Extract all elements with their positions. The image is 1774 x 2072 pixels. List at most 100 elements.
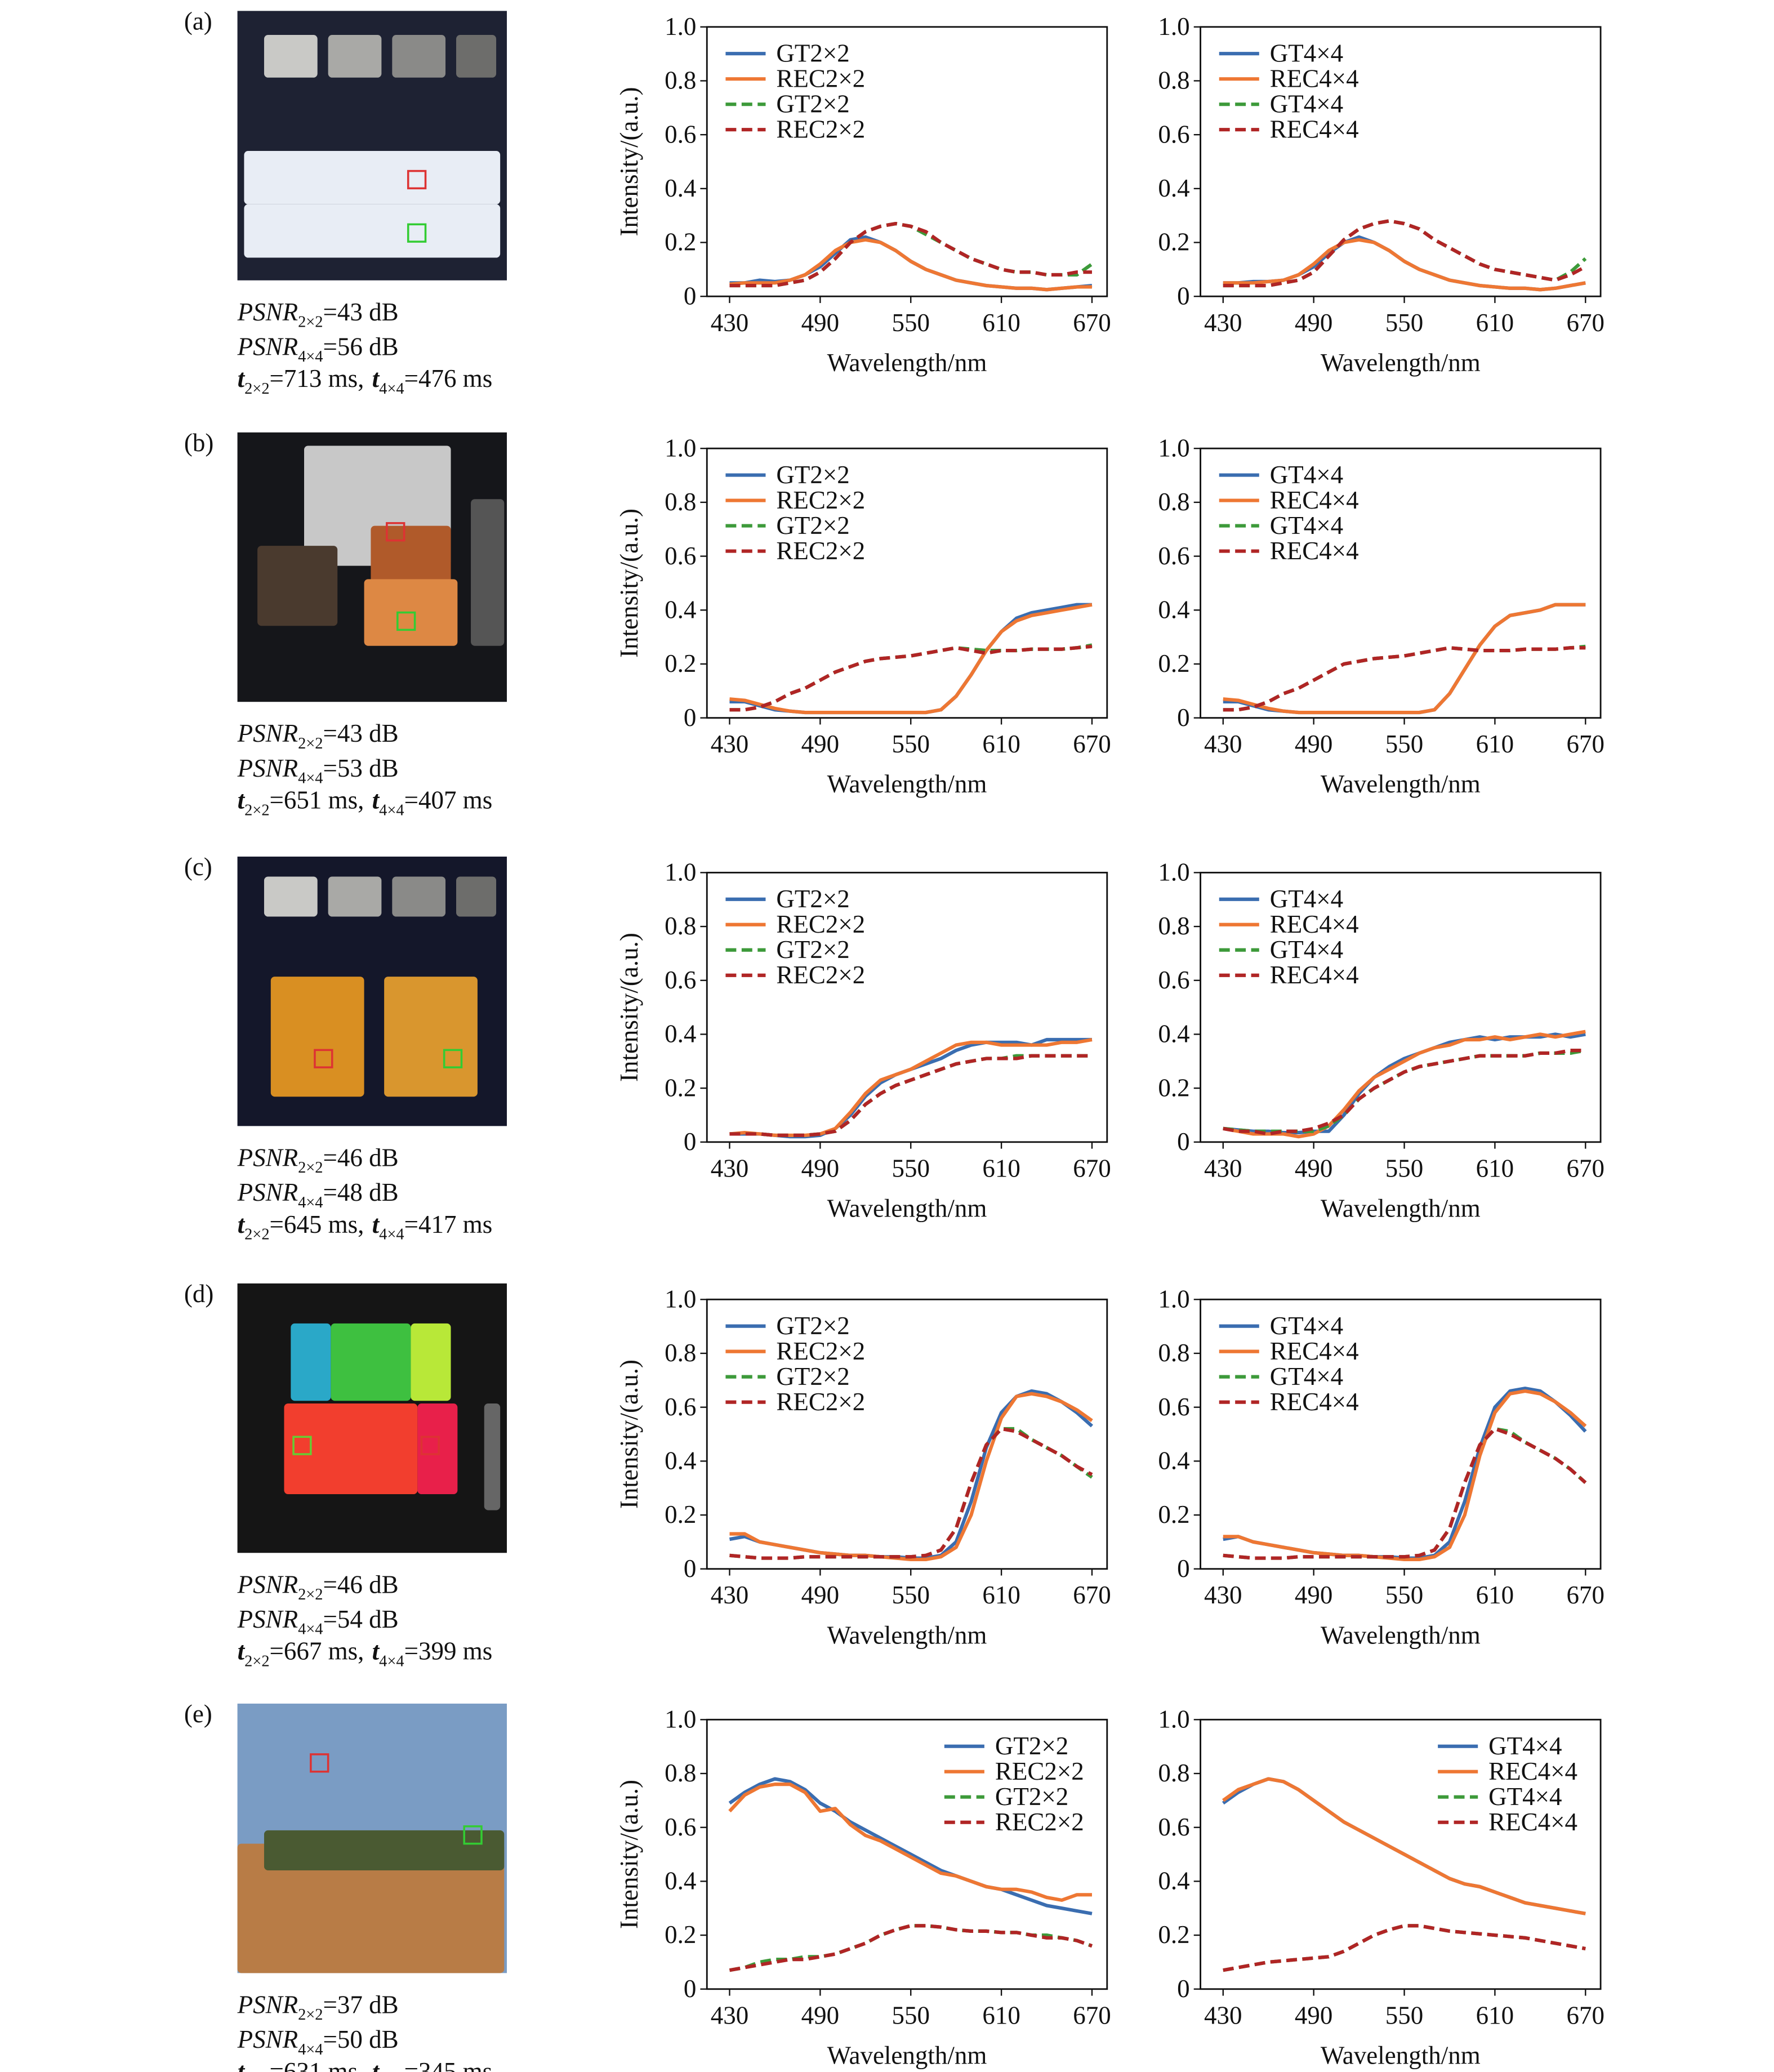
metric-name: t xyxy=(238,364,246,393)
y-tick-label: 0.4 xyxy=(1158,1447,1189,1475)
legend-label: GT2×2 xyxy=(776,935,849,964)
metric-text: t2×2=631 ms,t4×4=345 ms xyxy=(238,2057,493,2072)
y-tick-label: 0.4 xyxy=(1158,1867,1189,1895)
series-line xyxy=(729,1392,1093,1562)
x-tick-label: 430 xyxy=(711,2001,749,2029)
legend-label: GT4×4 xyxy=(1270,461,1343,489)
y-tick-label: 0.2 xyxy=(1158,1500,1189,1529)
y-tick-label: 1.0 xyxy=(665,434,696,462)
metric-sub: 2×2 xyxy=(298,1586,323,1603)
series-line xyxy=(729,238,1092,292)
metric-sub: 2×2 xyxy=(244,380,269,398)
metric-value: =399 ms xyxy=(404,1637,493,1665)
series-line xyxy=(729,1054,1092,1137)
metric-value: =46 dB xyxy=(323,1570,399,1598)
x-tick-label: 550 xyxy=(1385,1154,1424,1182)
y-tick-label: 1.0 xyxy=(665,1285,696,1313)
y-tick-label: 0.4 xyxy=(1158,1020,1189,1048)
metric-value: =56 dB xyxy=(323,332,399,360)
metric-text: PSNR4×4=56 dB xyxy=(237,332,399,366)
y-tick-label: 0.8 xyxy=(1158,66,1189,95)
metric-text: t2×2=645 ms, t4×4=417 ms xyxy=(238,1210,493,1244)
legend-label: REC2×2 xyxy=(995,1808,1084,1836)
x-tick-label: 430 xyxy=(711,309,749,337)
legend-label: GT4×4 xyxy=(1270,885,1343,913)
metric-value: =667 ms, xyxy=(270,1637,364,1665)
metric-sub: 4×4 xyxy=(298,770,323,787)
legend-label: REC2×2 xyxy=(776,1388,865,1416)
y-tick-label: 0.4 xyxy=(1158,595,1189,623)
metric-value: =651 ms, xyxy=(270,786,364,814)
y-axis-label: Intensity/(a.u.) xyxy=(615,509,643,658)
photo-region xyxy=(284,1403,418,1495)
roi-box xyxy=(463,1825,483,1845)
y-tick-label: 0 xyxy=(1177,282,1190,310)
series-line xyxy=(1223,219,1586,288)
y-tick-label: 0.2 xyxy=(665,1073,696,1102)
metric-name: t xyxy=(238,1637,246,1665)
x-tick-label: 490 xyxy=(801,2001,840,2029)
series-line xyxy=(1223,603,1586,715)
metric-value: =43 dB xyxy=(323,719,399,747)
y-tick-label: 0.4 xyxy=(665,174,696,202)
photo-region xyxy=(291,1323,331,1401)
x-tick-label: 550 xyxy=(892,2001,930,2029)
metric-sub: 4×4 xyxy=(379,380,404,398)
metric-name: t xyxy=(238,1210,246,1238)
series-line xyxy=(1223,238,1586,292)
x-tick-label: 550 xyxy=(1385,1581,1424,1609)
x-axis-label: Wavelength/nm xyxy=(827,349,987,377)
series-line xyxy=(728,1783,1092,1902)
plot-frame xyxy=(706,26,1108,297)
metric-text: PSNR2×2=43 dB xyxy=(237,298,399,331)
metric-value: =48 dB xyxy=(323,1178,399,1206)
roi-box xyxy=(314,1049,333,1068)
series-line xyxy=(729,221,1092,288)
series-line xyxy=(1222,1777,1586,1915)
x-axis-label: Wavelength/nm xyxy=(827,770,987,798)
metric-name: t xyxy=(372,2057,380,2072)
roi-box xyxy=(407,170,427,190)
photo-region xyxy=(456,876,497,917)
y-tick-label: 0.6 xyxy=(665,542,696,570)
x-tick-label: 670 xyxy=(1567,2001,1605,2029)
photo-region xyxy=(456,35,497,78)
x-tick-label: 430 xyxy=(1204,730,1242,758)
roi-box xyxy=(292,1436,312,1455)
legend-label: GT4×4 xyxy=(1270,1362,1343,1391)
legend-label: REC2×2 xyxy=(776,537,865,565)
legend-label: REC4×4 xyxy=(1488,1757,1577,1785)
x-tick-label: 430 xyxy=(1204,1581,1242,1609)
y-tick-label: 1.0 xyxy=(1158,1705,1189,1734)
y-tick-label: 0 xyxy=(684,1554,697,1583)
metric-value: =645 ms, xyxy=(270,1210,364,1238)
metric-name: t xyxy=(372,786,380,814)
metric-text: t2×2=713 ms, t4×4=476 ms xyxy=(238,364,493,398)
series-line xyxy=(1223,1030,1586,1139)
series-line xyxy=(1223,1049,1586,1136)
y-tick-label: 0.4 xyxy=(665,1020,696,1048)
x-tick-label: 490 xyxy=(801,309,840,337)
y-tick-label: 0.8 xyxy=(665,66,696,95)
panel-label: (a) xyxy=(184,7,212,35)
y-tick-label: 0.6 xyxy=(1158,1813,1189,1841)
legend-label: REC2×2 xyxy=(776,961,865,989)
series-line xyxy=(729,1924,1093,1972)
legend-label: REC4×4 xyxy=(1270,1337,1359,1365)
metric-sub: 2×2 xyxy=(244,1226,269,1244)
legend-label: REC4×4 xyxy=(1270,537,1359,565)
metric-value: =345 ms xyxy=(404,2057,493,2072)
y-tick-label: 0.8 xyxy=(665,1759,696,1787)
x-tick-label: 610 xyxy=(1476,1154,1514,1182)
series-line xyxy=(1223,1924,1586,1972)
legend-label: GT2×2 xyxy=(776,511,849,540)
x-tick-label: 610 xyxy=(982,1581,1020,1609)
photo-region xyxy=(392,876,446,917)
legend-label: REC4×4 xyxy=(1270,910,1359,938)
y-tick-label: 1.0 xyxy=(665,12,696,41)
y-tick-label: 0 xyxy=(684,1128,697,1156)
series-line xyxy=(728,1777,1093,1915)
metric-name: t xyxy=(372,364,380,393)
x-tick-label: 490 xyxy=(801,1581,840,1609)
photo-region xyxy=(237,1843,505,1973)
